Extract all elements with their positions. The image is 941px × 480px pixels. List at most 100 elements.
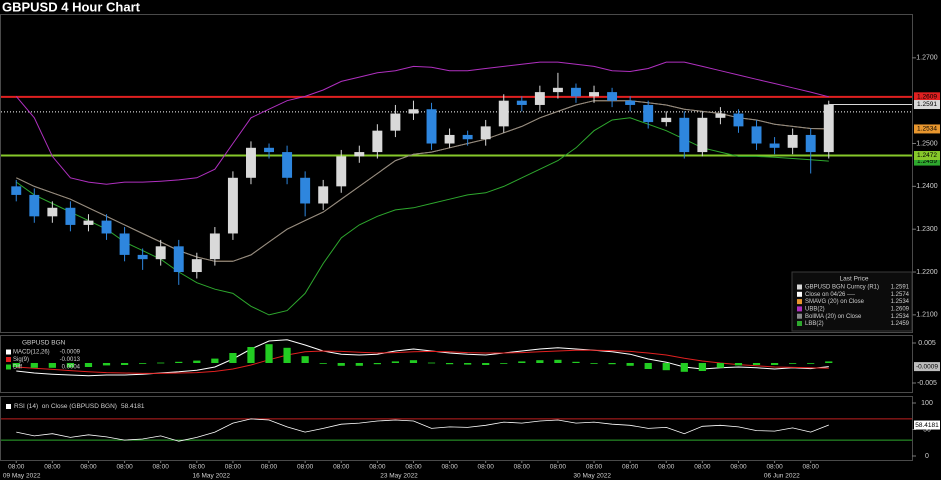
line-value-text: 1.2609 [917,94,937,101]
candle-body [227,177,238,234]
candle-body [589,92,599,97]
x-tick-label: 08:00 [405,464,422,471]
histogram-bar [626,363,634,366]
x-tick-label: 08:00 [261,464,278,471]
x-tick-label: 08:00 [586,464,603,471]
histogram-bar [139,363,147,364]
candle-body [155,246,166,260]
candle-body [534,92,545,105]
x-tick-label: 08:00 [478,464,495,471]
candle-body [65,207,76,225]
x-tick-label: 08:00 [694,464,711,471]
histogram-bar [48,363,56,368]
histogram-bar [825,361,833,363]
legend-value: -0.0013 [60,357,81,363]
histogram-bar [211,358,219,363]
y-tick-label: 1.2400 [916,183,938,190]
histogram-bar [283,347,291,363]
study-line [15,61,829,185]
x-tick-label: 08:00 [297,464,314,471]
histogram-bar [30,363,38,368]
x-tick-label: 08:00 [658,464,675,471]
y-tick-label: 100 [921,400,933,407]
study-line [16,100,829,262]
date-label: 30 May 2022 [573,473,611,480]
legend-label: MACD(12,26) [13,350,50,356]
histogram-bar [247,347,255,363]
legend-swatch [6,404,11,409]
candle-body [318,186,329,204]
candle-body [408,109,419,114]
histogram-bar [770,363,779,365]
legend-swatch [797,299,802,305]
legend-label: GBPUSD BGN Curncy (R1) [805,285,879,291]
legend-swatch [797,284,802,290]
macd-line [16,349,829,374]
last-value-text: -0.0009 [916,363,938,370]
candle-body [679,117,690,153]
candle-body [191,259,202,273]
date-label: 09 May 2022 [3,473,41,480]
x-tick-label: 08:00 [225,464,242,471]
candle-body [390,113,401,131]
candle-body [462,134,473,140]
panel-title: RSI (14) on Close (GBPUSD BGN) [14,403,117,410]
candle-body [101,220,112,234]
price-panel-frame [0,14,913,333]
y-tick-label: 0.005 [918,340,936,347]
legend-swatch [797,321,802,326]
candle-body [697,117,708,153]
candle-body [643,104,654,123]
candle-body [426,109,437,144]
line-value-box [914,92,940,102]
last-value-text: 58.4181 [915,422,939,429]
histogram-bar [265,344,273,363]
candle-body [733,113,744,127]
x-tick-label: 08:00 [116,464,133,471]
legend-value: 1.2534 [891,314,910,320]
legend-swatch [6,364,11,370]
legend-label: Close on 04/26 ---- [805,292,855,298]
histogram-bar [427,362,436,364]
histogram-bar [391,361,400,363]
x-tick-label: 08:00 [550,464,567,471]
histogram-bar [102,363,111,366]
x-tick-label: 08:00 [441,464,458,471]
candle-body [444,134,455,144]
legend-value: 58.4181 [121,403,145,410]
candle-body [715,113,726,118]
histogram-bar [373,363,381,365]
panel-title: GBPUSD BGN [22,340,66,347]
candle-body [264,147,274,153]
candle-body [787,134,798,148]
histogram-bar [789,363,797,364]
candle-body [661,117,672,123]
candle-body [607,92,618,101]
macd-panel-frame [0,335,913,393]
histogram-bar [84,363,93,367]
legend-value: 0.0004 [62,365,81,371]
date-label: 06 Jun 2022 [764,473,800,480]
histogram-bar [157,362,165,364]
histogram-bar [229,353,237,363]
histogram-bar [662,363,670,371]
candle-body [47,207,58,217]
y-tick-label: 1.2300 [916,226,938,233]
histogram-bar [445,363,454,365]
x-tick-label: 08:00 [514,464,531,471]
histogram-bar [734,363,743,366]
histogram-bar [590,363,598,364]
histogram-bar [12,363,20,367]
x-tick-label: 08:00 [80,464,97,471]
candle-body [805,134,816,153]
last-value-box [914,362,940,372]
histogram-bar [644,363,652,369]
candle-body [11,186,22,195]
histogram-bar [120,363,129,365]
legend-label: SMAVG (20) on Close [805,299,865,305]
candle-body [336,156,347,187]
x-tick-label: 08:00 [369,464,386,471]
y-tick-label: -0.005 [917,380,937,387]
candle-body [209,233,220,260]
histogram-bar [608,363,616,365]
